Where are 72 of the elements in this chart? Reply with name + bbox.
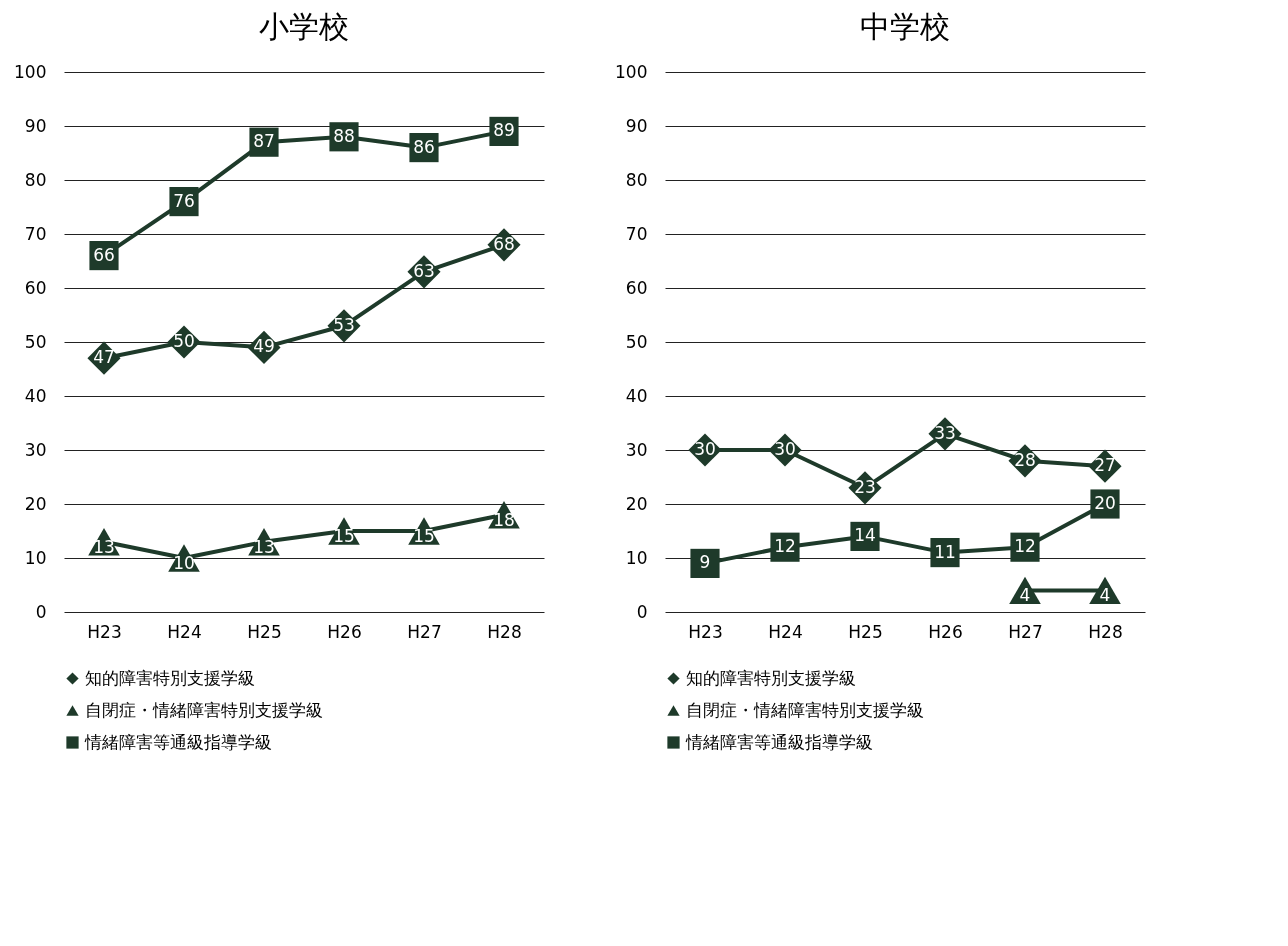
x-tick-label: H25 <box>848 621 883 642</box>
y-tick-label: 0 <box>636 601 648 622</box>
x-tick-label: H28 <box>487 621 522 642</box>
legend-label: 情緒障害等通級指導学級 <box>685 731 873 752</box>
x-tick-label: H26 <box>928 621 963 642</box>
data-label: 68 <box>493 233 515 254</box>
x-tick-label: H24 <box>768 621 803 642</box>
data-label: 76 <box>173 190 195 211</box>
x-tick-label: H24 <box>167 621 202 642</box>
data-label: 20 <box>1094 493 1116 513</box>
data-label: 53 <box>333 314 355 335</box>
data-label: 15 <box>333 526 355 546</box>
x-tick-label: H23 <box>688 621 723 642</box>
data-label: 89 <box>493 120 515 141</box>
legend-label: 自閉症・情緒障害特別支援学級 <box>686 699 924 720</box>
y-tick-label: 100 <box>14 61 47 82</box>
data-label: 27 <box>1094 455 1116 476</box>
y-tick-label: 0 <box>35 601 47 622</box>
y-tick-label: 10 <box>625 547 648 568</box>
y-tick-label: 100 <box>615 61 648 82</box>
data-label: 47 <box>93 347 115 368</box>
data-label: 86 <box>413 136 435 157</box>
data-label: 66 <box>93 244 115 265</box>
data-label: 30 <box>774 439 796 459</box>
y-tick-label: 90 <box>24 115 47 136</box>
y-tick-label: 50 <box>24 331 47 352</box>
data-label: 11 <box>934 541 956 562</box>
y-tick-label: 90 <box>625 115 648 136</box>
chart-title: 中学校 <box>860 9 950 44</box>
y-tick-label: 20 <box>24 493 47 514</box>
x-tick-label: H28 <box>1088 621 1123 642</box>
data-label: 28 <box>1014 449 1036 470</box>
y-tick-label: 20 <box>625 493 648 514</box>
y-tick-label: 10 <box>24 547 47 568</box>
data-label: 33 <box>934 422 956 443</box>
legend-label: 知的障害特別支援学級 <box>686 667 856 688</box>
chart-title: 小学校 <box>259 9 349 44</box>
data-label: 12 <box>774 536 796 557</box>
y-tick-label: 80 <box>625 169 648 190</box>
legend-label: 情緒障害等通級指導学級 <box>84 731 272 752</box>
data-label: 63 <box>413 260 435 281</box>
data-label: 13 <box>253 536 275 557</box>
legend-label: 知的障害特別支援学級 <box>85 667 255 688</box>
data-label: 12 <box>1014 536 1036 557</box>
x-tick-label: H23 <box>87 621 122 642</box>
data-label: 18 <box>493 509 515 530</box>
legend-label: 自閉症・情緒障害特別支援学級 <box>85 699 323 720</box>
data-label: 13 <box>93 536 115 557</box>
y-tick-label: 30 <box>625 439 648 460</box>
data-label: 49 <box>253 336 275 357</box>
data-label: 10 <box>173 553 195 573</box>
y-tick-label: 70 <box>625 223 648 244</box>
data-label: 87 <box>253 131 275 152</box>
data-label: 88 <box>333 125 355 146</box>
y-tick-label: 80 <box>24 169 47 190</box>
y-tick-label: 40 <box>24 385 47 406</box>
y-tick-label: 50 <box>625 331 648 352</box>
y-tick-label: 60 <box>24 277 47 298</box>
y-tick-label: 60 <box>625 277 648 298</box>
data-label: 9 <box>699 552 711 573</box>
x-tick-label: H27 <box>407 621 442 642</box>
y-tick-label: 70 <box>24 223 47 244</box>
data-label: 23 <box>854 476 876 497</box>
data-label: 30 <box>694 439 716 459</box>
data-label: 50 <box>173 331 195 351</box>
x-tick-label: H27 <box>1008 621 1043 642</box>
x-tick-label: H25 <box>247 621 282 642</box>
y-tick-label: 40 <box>625 385 648 406</box>
data-label: 14 <box>854 525 876 546</box>
y-tick-label: 30 <box>24 439 47 460</box>
x-tick-label: H26 <box>327 621 362 642</box>
data-label: 15 <box>413 526 435 546</box>
